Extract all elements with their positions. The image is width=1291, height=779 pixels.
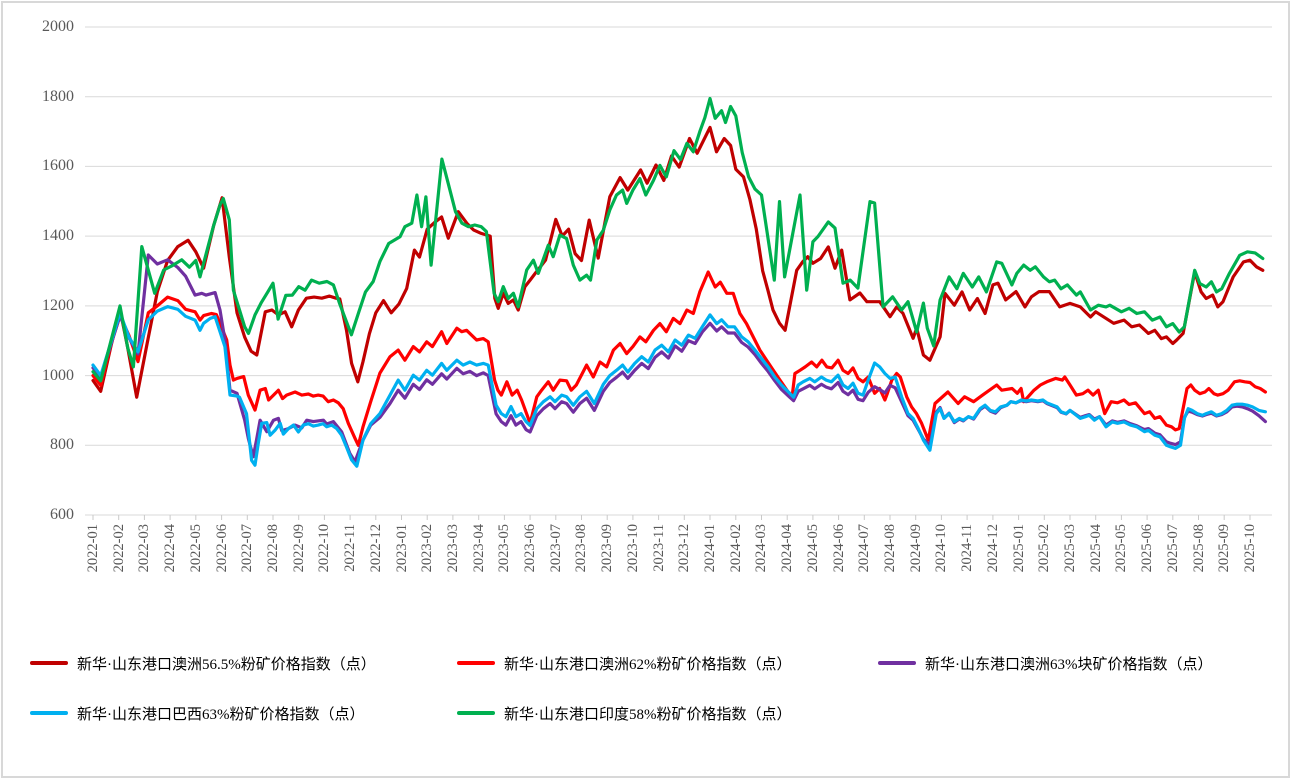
x-axis-tick-label: 2023-11 [650, 524, 667, 572]
legend-item-aus-565-fines: 新华·山东港口澳洲56.5%粉矿价格指数（点） [30, 654, 376, 673]
x-axis-tick-label: 2022-05 [187, 524, 204, 573]
x-axis-tick-label: 2023-03 [444, 524, 461, 573]
y-axis-tick-label: 600 [50, 506, 74, 523]
legend-label: 新华·山东港口澳洲62%粉矿价格指数（点） [504, 656, 792, 673]
y-axis-tick-label: 1000 [42, 366, 74, 384]
x-axis-tick-label: 2024-12 [984, 524, 1001, 573]
series-line-aus-565-fines [91, 125, 1265, 399]
x-axis-tick-label: 2025-02 [1036, 524, 1053, 573]
x-axis-tick-label: 2025-08 [1190, 524, 1207, 573]
legend-label: 新华·山东港口巴西63%粉矿价格指数（点） [77, 706, 365, 723]
legend-line-swatch [30, 711, 68, 715]
x-axis-tick-label: 2024-10 [933, 524, 950, 573]
x-axis-tick-label: 2023-05 [496, 524, 513, 573]
legend-line-swatch [878, 661, 916, 665]
legend-line-swatch [457, 711, 495, 715]
x-axis-tick-label: 2025-07 [1164, 524, 1181, 573]
x-axis-tick-label: 2025-05 [1113, 524, 1130, 573]
x-axis-tick-label: 2022-07 [239, 524, 256, 573]
legend-item-aus-63-lump: 新华·山东港口澳洲63%块矿价格指数（点） [878, 654, 1213, 673]
series-line-aus-62-fines [91, 270, 1268, 447]
x-axis-tick-label: 2022-04 [162, 524, 179, 573]
y-axis-tick-label: 1200 [42, 296, 74, 314]
x-axis-tick-label: 2023-09 [599, 524, 616, 573]
x-axis-tick-label: 2023-08 [573, 524, 590, 573]
x-axis-tick-label: 2022-01 [85, 524, 101, 573]
x-axis-tick-label: 2022-02 [110, 524, 127, 573]
y-axis-tick-label: 800 [50, 436, 74, 454]
x-axis-tick-label: 2024-05 [804, 524, 821, 573]
x-axis-tick-label: 2025-10 [1241, 524, 1258, 573]
x-axis-tick-label: 2025-04 [1087, 524, 1104, 573]
x-axis-tick-label: 2022-09 [290, 524, 307, 573]
y-axis-tick-label: 1600 [42, 157, 74, 175]
y-axis-tick-label: 1800 [42, 87, 74, 105]
x-axis-tick-label: 2024-09 [907, 524, 924, 573]
x-axis-tick-label: 2022-08 [264, 524, 281, 573]
x-axis-tick-label: 2024-01 [702, 524, 719, 573]
legend-line-swatch [30, 661, 68, 665]
x-axis-tick-label: 2023-10 [624, 524, 641, 573]
x-axis-tick-label: 2024-11 [959, 524, 976, 572]
legend-label: 新华·山东港口澳洲56.5%粉矿价格指数（点） [77, 656, 376, 673]
x-axis-tick-label: 2022-12 [367, 524, 384, 573]
legend-label: 新华·山东港口澳洲63%块矿价格指数（点） [925, 656, 1213, 673]
x-axis-tick-label: 2025-01 [1010, 524, 1027, 573]
series-line-india-58-fines [91, 96, 1265, 383]
x-axis-tick-label: 2025-09 [1216, 524, 1233, 573]
series-line-brazil-63-fines [91, 305, 1268, 468]
x-axis-tick-label: 2022-03 [136, 524, 153, 573]
legend-line-swatch [457, 661, 495, 665]
x-axis-tick-label: 2023-02 [419, 524, 436, 573]
x-axis-tick-label: 2023-06 [522, 524, 539, 573]
x-axis-tick-label: 2024-03 [753, 524, 770, 573]
y-axis-tick-label: 2000 [42, 18, 74, 35]
x-axis-tick-label: 2024-06 [830, 524, 847, 573]
x-axis-tick-label: 2024-07 [856, 524, 873, 573]
x-axis-tick-label: 2024-02 [727, 524, 744, 573]
x-axis-tick-label: 2023-12 [676, 524, 693, 573]
x-axis-tick-label: 2023-07 [547, 524, 564, 573]
legend-item-india-58-fines: 新华·山东港口印度58%粉矿价格指数（点） [457, 704, 792, 723]
x-axis-tick-label: 2022-11 [342, 524, 359, 572]
x-axis-tick-label: 2022-10 [316, 524, 333, 573]
x-axis-tick-label: 2024-04 [779, 524, 796, 573]
x-axis-tick-label: 2023-04 [470, 524, 487, 573]
x-axis-tick-label: 2022-06 [213, 524, 230, 573]
x-axis-tick-label: 2025-03 [1061, 524, 1078, 573]
x-axis-tick-label: 2023-01 [393, 524, 410, 573]
y-axis-tick-label: 1400 [42, 227, 74, 245]
legend-label: 新华·山东港口印度58%粉矿价格指数（点） [504, 706, 792, 723]
legend-item-aus-62-fines: 新华·山东港口澳洲62%粉矿价格指数（点） [457, 654, 792, 673]
x-axis-tick-label: 2025-06 [1139, 524, 1156, 573]
legend-item-brazil-63-fines: 新华·山东港口巴西63%粉矿价格指数（点） [30, 704, 365, 723]
x-axis-tick-label: 2024-08 [882, 524, 898, 573]
